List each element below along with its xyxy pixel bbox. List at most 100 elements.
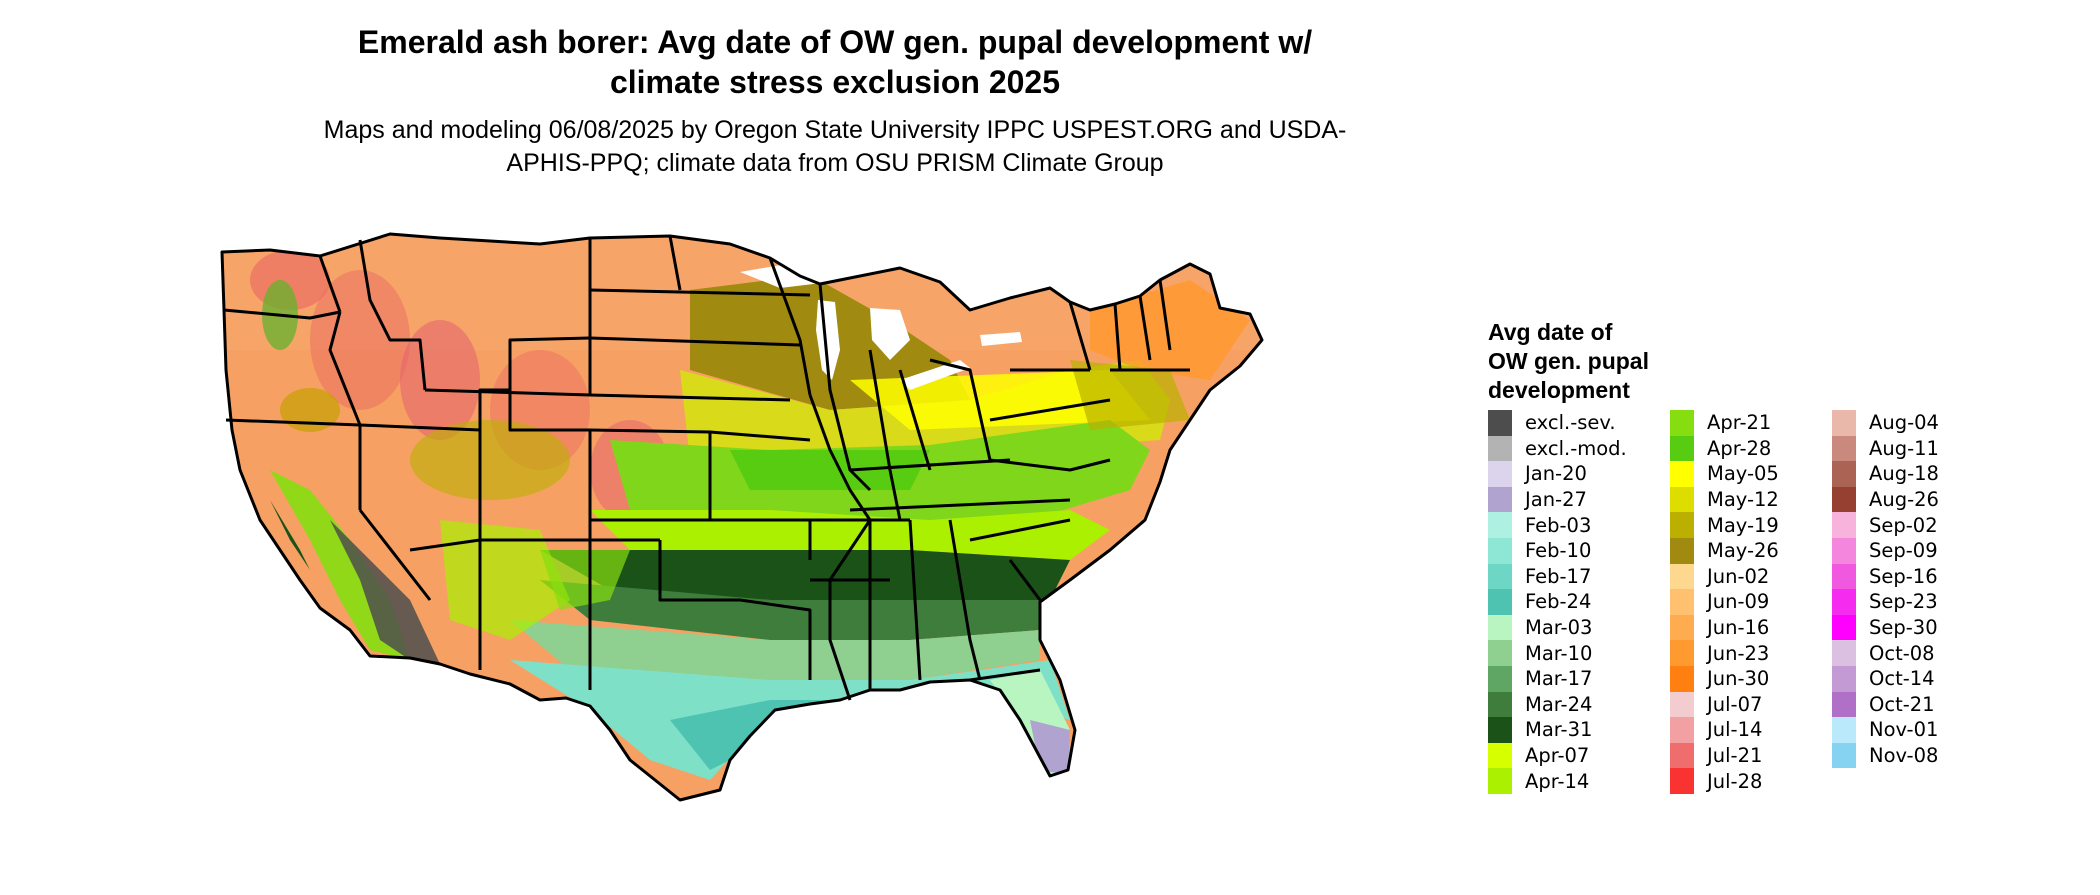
legend-label: Mar-17 xyxy=(1525,667,1593,691)
legend-item: Sep-02 xyxy=(1832,512,1972,538)
legend-swatch xyxy=(1832,410,1856,436)
legend-swatch xyxy=(1488,512,1512,538)
map-title: Emerald ash borer: Avg date of OW gen. p… xyxy=(357,24,1313,100)
legend-item: Mar-24 xyxy=(1488,691,1648,718)
legend-label: Sep-09 xyxy=(1869,539,1938,563)
legend-column-3: Aug-04 Aug-11 Aug-18 Aug-26 Sep-02 Sep-09 Sep-… xyxy=(1832,410,1972,794)
legend-swatch xyxy=(1488,691,1512,718)
legend-swatch xyxy=(1832,742,1856,769)
legend-swatch xyxy=(1832,486,1856,513)
legend-swatch xyxy=(1488,563,1512,590)
legend-item: May-19 xyxy=(1670,512,1810,538)
legend-item: Nov-08 xyxy=(1832,742,1972,769)
legend-item: Aug-04 xyxy=(1832,410,1972,436)
legend-swatch xyxy=(1670,435,1694,462)
legend-title: Avg date of OW gen. pupal development xyxy=(1488,319,1649,403)
lake-ontario xyxy=(980,332,1022,346)
legend-item: Jun-02 xyxy=(1670,563,1810,590)
legend-label: Feb-10 xyxy=(1525,539,1592,563)
legend-label: Apr-21 xyxy=(1707,411,1772,435)
legend-item: Mar-10 xyxy=(1488,640,1648,666)
legend-item: Jun-30 xyxy=(1670,665,1810,692)
legend-label: Jul-21 xyxy=(1707,744,1763,768)
legend-label: Oct-08 xyxy=(1869,641,1935,665)
legend-label: Apr-14 xyxy=(1525,769,1590,793)
legend-item: Nov-01 xyxy=(1832,717,1972,743)
legend-swatch xyxy=(1832,717,1856,743)
us-outline xyxy=(220,232,1264,802)
legend-columns: excl.-sev. excl.-mod. Jan-20 Jan-27 Feb-03 Fe… xyxy=(1488,410,1972,794)
legend-item: May-26 xyxy=(1670,537,1810,564)
legend-swatch xyxy=(1488,435,1512,462)
legend-label: Jun-09 xyxy=(1707,590,1770,614)
legend-label: Jun-02 xyxy=(1707,564,1770,588)
legend-column-2: Apr-21 Apr-28 May-05 May-12 May-19 May-26 Jun-… xyxy=(1670,410,1810,794)
legend-item: Mar-31 xyxy=(1488,717,1648,743)
legend-item: Jul-21 xyxy=(1670,742,1810,769)
legend-label: Nov-01 xyxy=(1869,718,1939,742)
legend-item: Jul-14 xyxy=(1670,717,1810,743)
legend-item: Feb-03 xyxy=(1488,512,1648,538)
legend-swatch xyxy=(1488,461,1512,487)
legend-label: Mar-31 xyxy=(1525,718,1593,742)
legend-label: Aug-18 xyxy=(1869,462,1939,486)
legend-swatch xyxy=(1670,614,1694,641)
legend-swatch xyxy=(1832,665,1856,692)
legend-item: Apr-21 xyxy=(1670,410,1810,436)
legend-label: Jul-07 xyxy=(1707,692,1763,716)
legend-item: Sep-30 xyxy=(1832,614,1972,641)
legend-item: Mar-03 xyxy=(1488,614,1648,641)
lake-huron xyxy=(870,308,910,360)
map-subtitle: Maps and modeling 06/08/2025 by Oregon S… xyxy=(323,116,1347,177)
legend-label: Feb-24 xyxy=(1525,590,1592,614)
legend-label: Jan-20 xyxy=(1525,462,1587,486)
legend-label: Sep-23 xyxy=(1869,590,1938,614)
us-map xyxy=(210,220,1460,890)
legend-item: Aug-26 xyxy=(1832,486,1972,513)
legend-label: Oct-21 xyxy=(1869,692,1935,716)
legend-item: Sep-23 xyxy=(1832,589,1972,615)
legend-label: May-12 xyxy=(1707,488,1779,512)
legend-item: excl.-mod. xyxy=(1488,435,1648,462)
legend-label: Mar-03 xyxy=(1525,616,1593,640)
legend-item: Mar-17 xyxy=(1488,665,1648,692)
legend-swatch xyxy=(1488,665,1512,692)
legend-swatch xyxy=(1670,665,1694,692)
legend-item: Apr-07 xyxy=(1488,742,1648,769)
legend-swatch xyxy=(1488,486,1512,513)
legend-item: Oct-08 xyxy=(1832,640,1972,666)
legend-swatch xyxy=(1670,742,1694,769)
legend-swatch xyxy=(1832,640,1856,666)
legend-swatch xyxy=(1488,410,1512,436)
legend-item: May-12 xyxy=(1670,486,1810,513)
legend-swatch xyxy=(1832,589,1856,615)
legend-item: Feb-10 xyxy=(1488,537,1648,564)
legend-swatch xyxy=(1670,768,1694,794)
legend-label: Jul-28 xyxy=(1707,769,1763,793)
legend-swatch xyxy=(1670,589,1694,615)
legend-label: Feb-03 xyxy=(1525,513,1592,537)
legend-item: Aug-18 xyxy=(1832,461,1972,487)
legend-item: Jul-07 xyxy=(1670,691,1810,718)
legend-label: Jul-14 xyxy=(1707,718,1763,742)
legend-swatch xyxy=(1832,563,1856,590)
legend-label: Apr-28 xyxy=(1707,436,1772,460)
legend-swatch xyxy=(1488,768,1512,794)
legend-item: Jun-09 xyxy=(1670,589,1810,615)
legend-label: May-19 xyxy=(1707,513,1779,537)
legend-label: excl.-mod. xyxy=(1525,436,1627,460)
legend-item: Sep-09 xyxy=(1832,537,1972,564)
legend-item: excl.-sev. xyxy=(1488,410,1648,436)
legend-label: Aug-04 xyxy=(1869,411,1939,435)
legend-swatch xyxy=(1488,589,1512,615)
legend-label: Feb-17 xyxy=(1525,564,1592,588)
legend-label: excl.-sev. xyxy=(1525,411,1616,435)
legend-label: Nov-08 xyxy=(1869,744,1939,768)
legend-label: Jun-16 xyxy=(1707,616,1770,640)
legend-swatch xyxy=(1670,717,1694,743)
legend-swatch xyxy=(1488,742,1512,769)
legend-swatch xyxy=(1670,410,1694,436)
lake-erie xyxy=(900,360,970,390)
us-map-svg xyxy=(220,232,1264,802)
legend-item: Feb-24 xyxy=(1488,589,1648,615)
